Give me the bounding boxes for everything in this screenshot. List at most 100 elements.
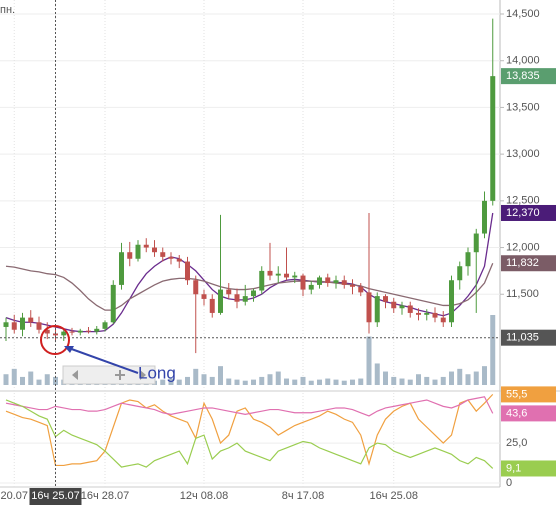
candle-body <box>424 312 430 315</box>
candle-body <box>102 322 108 329</box>
volume-bar <box>11 368 17 385</box>
indicator-label-box <box>501 460 556 477</box>
indicator-line <box>5 396 494 417</box>
candle-body <box>201 294 207 299</box>
candle-body <box>325 277 331 284</box>
candle-body <box>284 273 289 278</box>
candle-body <box>317 277 322 285</box>
volume-bar <box>185 376 190 385</box>
candle-layer <box>3 18 496 354</box>
x-tick-label: 16ч 25.07 <box>31 490 80 502</box>
volume-bar <box>259 376 265 385</box>
candle-body <box>259 270 265 291</box>
volume-bar <box>234 379 240 385</box>
volume-bar <box>432 379 438 385</box>
volume-bar <box>292 379 298 385</box>
candle-body <box>127 252 133 259</box>
volume-bar <box>168 378 174 385</box>
candle-body <box>110 284 116 323</box>
candle-body <box>374 296 380 323</box>
candle-body <box>292 275 298 278</box>
scroll-right[interactable] <box>140 370 146 380</box>
x-tick-label: 16ч 28.07 <box>81 490 130 502</box>
volume-bar <box>226 378 232 385</box>
candle-body <box>440 317 446 323</box>
indicator-layer <box>5 393 494 469</box>
volume-bar <box>3 374 9 385</box>
candle-body <box>209 298 215 313</box>
volume-bar <box>374 363 380 385</box>
candle-body <box>119 252 124 285</box>
volume-bar <box>416 374 421 385</box>
candle-body <box>457 266 463 281</box>
volume-bar <box>341 380 347 385</box>
candle-body <box>77 330 83 333</box>
candle-body <box>94 328 100 332</box>
x-tick-label: 20.07 <box>0 490 28 502</box>
candle-body <box>267 270 273 276</box>
candle-body <box>333 280 339 284</box>
volume-bar <box>424 376 430 385</box>
price-label-box <box>501 204 556 221</box>
y-tick-label: 12,000 <box>506 241 540 253</box>
candle-body <box>3 322 9 327</box>
candle-body <box>218 289 223 313</box>
volume-bar <box>350 379 355 385</box>
crosshair-x-box <box>29 488 82 505</box>
candle-body <box>193 280 199 295</box>
candle-body <box>20 317 25 330</box>
zoom-in[interactable] <box>115 370 125 380</box>
indicator-label-box <box>501 386 556 403</box>
candle-body <box>28 317 34 323</box>
volume-bar <box>28 371 34 385</box>
volume-bar <box>317 379 322 385</box>
volume-bar <box>391 376 397 385</box>
candle-body <box>482 200 487 234</box>
candle-body <box>308 284 314 290</box>
indicator-label: 43,6 <box>506 407 527 419</box>
volume-bar <box>366 336 372 385</box>
candle-body <box>135 244 141 259</box>
volume-bar <box>383 371 388 385</box>
candle-body <box>86 330 91 332</box>
price-label: 11,035 <box>506 332 539 344</box>
moving-average <box>5 262 494 311</box>
volume-bar <box>36 379 42 385</box>
candle-body <box>11 322 17 330</box>
candle-body <box>251 290 256 297</box>
candle-body <box>358 286 364 293</box>
volume-bar <box>193 368 199 385</box>
indicator-label: 55,5 <box>506 388 527 400</box>
volume-bar <box>201 374 207 385</box>
y-tick-label: 14,500 <box>506 8 540 20</box>
candle-body <box>36 322 42 330</box>
volume-bar <box>440 376 446 385</box>
y-tick-label: 11,500 <box>506 288 539 300</box>
candle-body <box>143 244 149 248</box>
volume-bar <box>44 374 50 385</box>
volume-bar <box>457 368 463 385</box>
candle-body <box>300 275 306 290</box>
volume-bar <box>490 315 496 385</box>
candle-body <box>226 289 232 295</box>
volume-bar <box>300 376 306 385</box>
candle-body <box>449 280 454 323</box>
candle-body <box>234 294 240 302</box>
y-tick-label: 25,0 <box>506 437 527 449</box>
x-tick-label: 12ч 08.08 <box>180 490 229 502</box>
volume-bar <box>267 374 273 385</box>
volume-bar <box>333 379 339 385</box>
volume-bar <box>160 379 166 385</box>
scroll-left[interactable] <box>72 370 78 380</box>
candle-body <box>160 252 166 257</box>
volume-bar <box>325 378 331 385</box>
volume-bar <box>176 379 182 385</box>
y-tick-label: 0 <box>506 477 512 489</box>
x-tick-label: 16ч 25.08 <box>369 490 418 502</box>
volume-bar <box>284 378 289 385</box>
price-label-box <box>501 329 556 346</box>
candle-body <box>391 301 397 309</box>
price-label: 12,370 <box>506 207 540 219</box>
